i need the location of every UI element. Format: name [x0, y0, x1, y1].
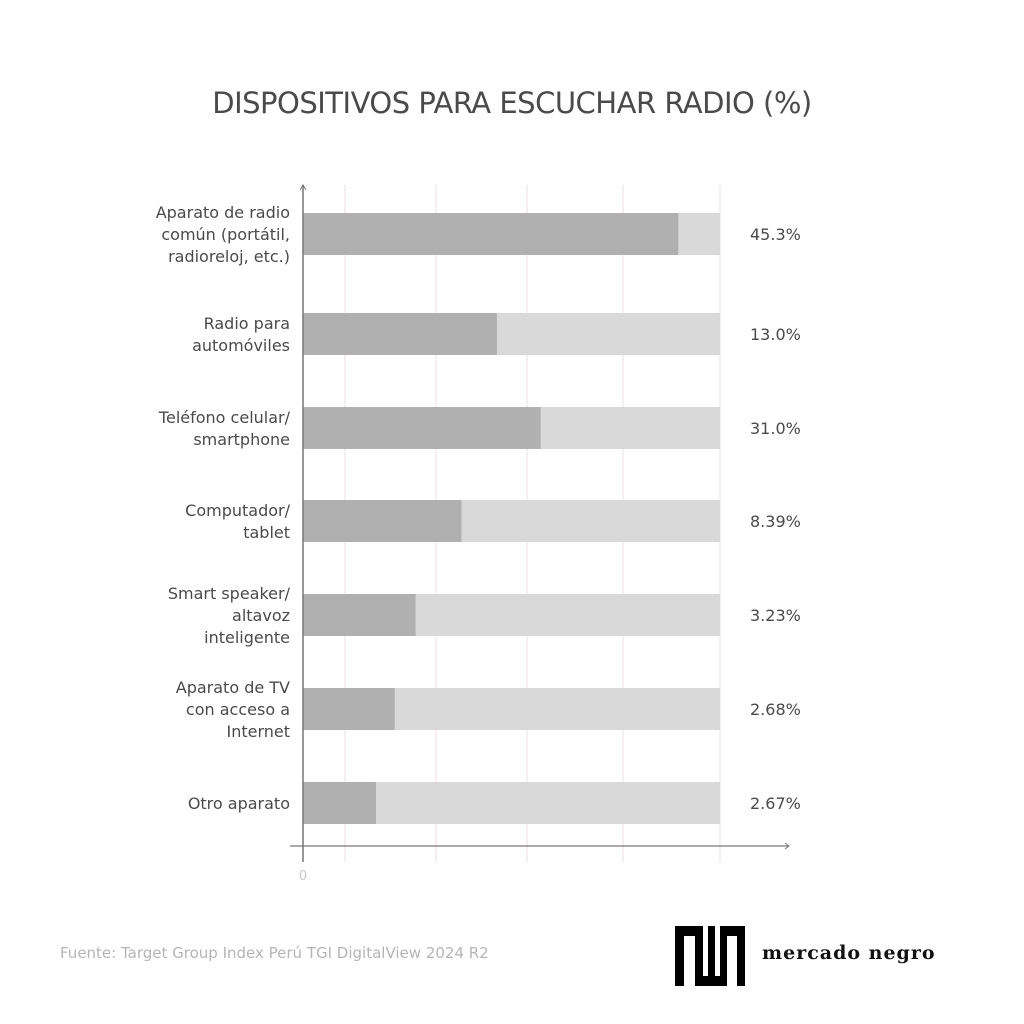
mercado-negro-logo-icon: [675, 926, 745, 986]
value-label: 45.3%: [750, 225, 801, 244]
value-label: 2.68%: [750, 700, 801, 719]
category-label: Teléfono celular/smartphone: [158, 408, 291, 449]
value-label: 31.0%: [750, 419, 801, 438]
value-label: 8.39%: [750, 512, 801, 531]
value-label: 13.0%: [750, 325, 801, 344]
category-label: Aparato de TV con acceso a Internet: [176, 678, 290, 741]
y-axis-arrow-icon: [299, 184, 307, 191]
bar: [303, 213, 679, 255]
value-label: 2.67%: [750, 794, 801, 813]
logo-text: mercado negro: [762, 942, 936, 964]
category-label: Otro aparato: [188, 794, 290, 813]
category-label: Radio para automóviles: [192, 314, 290, 355]
bar: [303, 688, 395, 730]
bar: [303, 500, 462, 542]
value-label: 3.23%: [750, 606, 801, 625]
bar-chart: Aparato de radio común (portátil, radiorel…: [156, 184, 801, 884]
category-label: Computador/tablet: [185, 501, 290, 542]
category-label: Smart speaker/altavoz inteligente: [168, 584, 291, 647]
bar: [303, 313, 497, 355]
category-label: Aparato de radio común (portátil, radiorel…: [156, 203, 290, 266]
chart-title: DISPOSITIVOS PARA ESCUCHAR RADIO (%): [212, 86, 812, 120]
bar: [303, 782, 376, 824]
x-tick-label: 0: [299, 869, 307, 884]
x-axis-arrow-icon: [784, 842, 790, 850]
bar: [303, 407, 541, 449]
source-note: Fuente: Target Group Index Perú TGI Digi…: [60, 944, 489, 962]
bar: [303, 594, 416, 636]
